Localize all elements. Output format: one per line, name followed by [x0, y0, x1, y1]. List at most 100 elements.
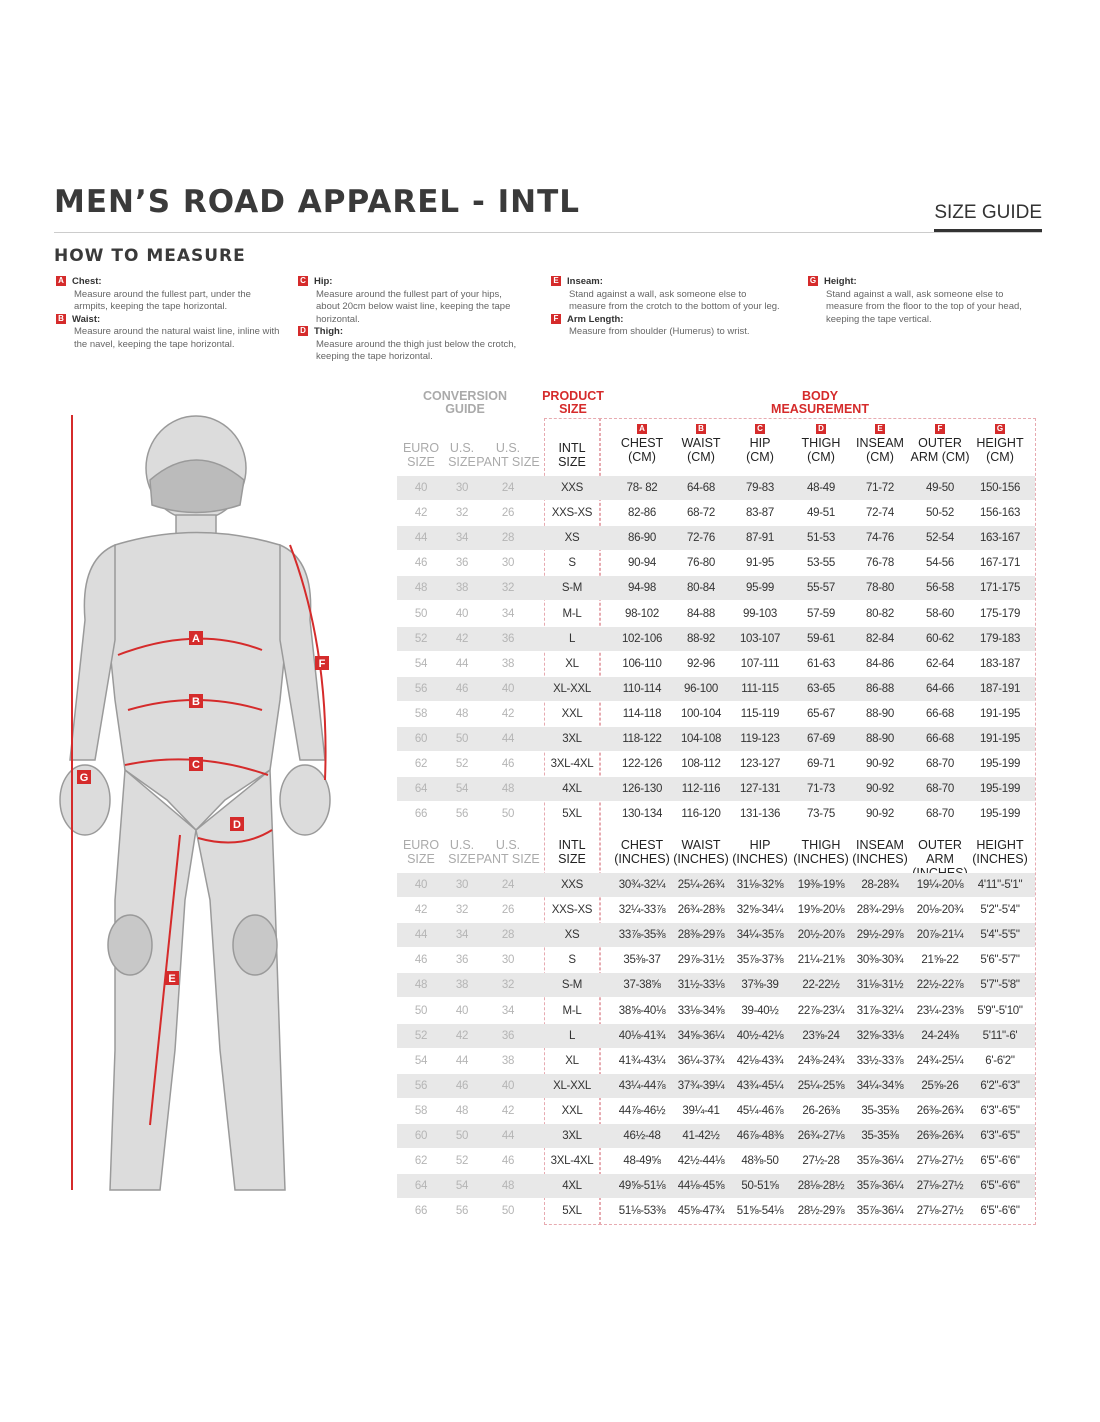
column-header-line2: SIZE [558, 455, 586, 469]
column-header-line2: SIZE [448, 852, 476, 866]
table-cell: 43¾-45¼ [736, 1079, 784, 1092]
table-cell: 31⅛-32⅝ [736, 879, 784, 891]
table-cell: 52 [414, 632, 428, 645]
letter-badge-d: D [816, 424, 826, 434]
measure-label: Inseam: [567, 276, 603, 287]
table-cell: 67-69 [807, 733, 835, 745]
table-cell: 94-98 [628, 582, 656, 595]
table-cell: 46 [501, 1155, 515, 1168]
table-cell: 82-86 [628, 507, 656, 520]
table-cell: 29⅞-31½ [677, 954, 725, 967]
table-cell: 60 [414, 1130, 428, 1142]
measure-instruction-column: A Chest: Measure around the fullest part, … [56, 276, 286, 351]
table-cell: 163-167 [979, 532, 1021, 545]
table-cell: 23⅝-24 [802, 1029, 840, 1042]
figure-label-f: F [315, 656, 329, 670]
column-header-line1: CHEST [620, 838, 664, 852]
measure-label: Arm Length: [567, 313, 624, 325]
table-cell: 28⅜-29⅞ [677, 929, 725, 942]
table-cell: 195-199 [979, 783, 1021, 796]
table-cell: 21¼-21⅝ [797, 954, 845, 967]
table-cell: 46 [414, 557, 428, 570]
table-cell: 91-95 [746, 557, 774, 570]
table-cell: 80-82 [866, 607, 894, 620]
table-cell: 32 [455, 904, 469, 917]
column-header-line1: THIGH [801, 436, 841, 450]
table-cell: 32⅝-34¼ [736, 904, 784, 917]
column-header: EURO SIZE [389, 441, 453, 469]
column-header: U.S. PANT SIZE [476, 441, 540, 469]
table-cell: 22-22½ [802, 979, 840, 992]
table-cell: 24¾-25¼ [916, 1054, 964, 1067]
table-row: 48 38 32 S-M 37-38⅝ 31½-33⅛ 37⅜-39 22-22½ 31⅛-31… [397, 973, 1035, 998]
column-header-line1: WAIST [681, 436, 721, 450]
column-header-line1: EURO [402, 838, 440, 852]
table-cell: 69-71 [807, 758, 835, 771]
table-cell: 92-96 [687, 657, 715, 670]
table-cell: 48-49⅝ [623, 1155, 661, 1168]
column-header: E INSEAM (CM) [848, 424, 912, 464]
table-cell: 45⅝-47¾ [677, 1205, 725, 1218]
column-header-line1: INSEAM [856, 838, 904, 852]
table-cell: 26 [501, 507, 515, 520]
svg-text:F: F [319, 658, 326, 670]
figure-label-g: G [77, 770, 91, 784]
figure-label-d: D [230, 817, 244, 831]
table-cell: 51⅝-54⅛ [736, 1205, 784, 1218]
letter-badge-e: E [875, 424, 885, 434]
table-cell: 60 [414, 733, 428, 745]
table-cell: 84-88 [687, 607, 715, 620]
measure-label: Waist: [72, 313, 101, 325]
table-cell: 49-50 [926, 482, 954, 494]
table-cell: M-L [562, 1004, 582, 1017]
column-header-line2: (INCHES) [614, 852, 670, 866]
table-cell: 5'7"-5'8" [980, 979, 1020, 992]
table-cell: 86-90 [628, 532, 656, 545]
table-cell: 3XL-4XL [550, 1155, 594, 1168]
table-cell: 38⅝-40⅛ [618, 1004, 666, 1017]
table-cell: 20½-20⅞ [797, 929, 845, 942]
table-cell: 29½-29⅞ [856, 929, 904, 942]
column-header-line1: U.S. [449, 441, 475, 455]
table-cell: 35⅞-37⅜ [736, 954, 784, 967]
table-cell: 73-75 [807, 808, 835, 821]
table-cell: 122-126 [621, 758, 663, 771]
table-cell: 6'-6'2" [985, 1054, 1015, 1067]
table-cell: 57-59 [807, 607, 835, 620]
table-cell: 22⅞-23¼ [797, 1004, 845, 1017]
measure-description: Stand against a wall, ask someone else t… [569, 288, 780, 313]
column-header-line1: WAIST [681, 838, 721, 852]
table-cell: 78-80 [866, 582, 894, 595]
measure-label: Chest: [72, 276, 102, 287]
table-cell: 179-183 [979, 632, 1021, 645]
table-cell: 90-92 [866, 808, 894, 821]
table-row: 46 36 30 S 90-94 76-80 91-95 53-55 76-78 54-56 167… [397, 551, 1035, 575]
table-cell: 62 [414, 1155, 428, 1168]
column-header-line1: HEIGHT [976, 838, 1024, 852]
table-cell: 79-83 [746, 482, 774, 494]
column-header: F OUTER ARM (CM) [908, 424, 972, 464]
table-cell: 25¼-26¾ [677, 879, 725, 891]
table-cell: 54 [414, 1054, 428, 1067]
size-guide-label: SIZE GUIDE [934, 202, 1042, 232]
table-cell: 53-55 [807, 557, 835, 570]
table-cell: 50 [501, 808, 515, 821]
table-cell: 27⅛-27½ [916, 1180, 964, 1193]
table-cell: L [568, 632, 576, 645]
table-cell: 44 [501, 1130, 515, 1142]
table-cell: 126-130 [621, 783, 663, 796]
column-header: INTL SIZE [540, 441, 604, 469]
table-cell: 38 [501, 657, 515, 670]
table-cell: 60-62 [926, 632, 954, 645]
table-cell: 83-87 [746, 507, 774, 520]
table-cell: 6'3"-6'5" [980, 1104, 1020, 1117]
table-cell: 50-51⅝ [741, 1180, 779, 1193]
table-cell: 66 [414, 1205, 428, 1218]
column-header-line2: SIZE [558, 852, 586, 866]
svg-text:A: A [192, 633, 200, 645]
table-cell: 32⅝-33⅛ [856, 1029, 904, 1042]
table-cell: 25⅝-26 [921, 1079, 959, 1092]
table-cell: 23¼-23⅝ [916, 1004, 964, 1017]
measure-item-label: C Hip: [298, 276, 528, 289]
table-cell: 41-42½ [682, 1130, 720, 1142]
